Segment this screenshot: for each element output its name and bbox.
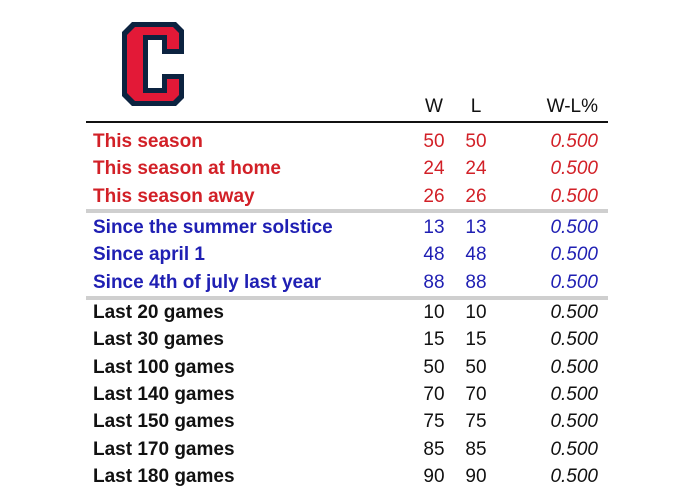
row-losses: 75 <box>465 411 487 433</box>
column-header-win-pct: W-L% <box>546 96 598 117</box>
row-label: Since 4th of july last year <box>93 271 322 293</box>
row-win-pct: 0.500 <box>550 217 598 238</box>
row-win-pct: 0.500 <box>550 411 598 433</box>
row-wins: 50 <box>423 131 445 152</box>
row-win-pct: 0.500 <box>550 271 598 293</box>
table-row: This season at home 24 24 0.500 <box>0 156 700 183</box>
row-losses: 48 <box>465 244 487 266</box>
row-label: Last 180 games <box>93 465 235 487</box>
cleveland-c-logo <box>122 22 184 106</box>
row-label: This season <box>93 131 203 152</box>
table-row: Last 140 games 70 70 0.500 <box>0 382 700 409</box>
table-row: This season away 26 26 0.500 <box>0 184 700 211</box>
row-win-pct: 0.500 <box>550 185 598 207</box>
column-header-losses: L <box>470 96 482 117</box>
row-label: Since the summer solstice <box>93 217 333 238</box>
row-losses: 24 <box>465 158 487 180</box>
row-losses: 85 <box>465 438 487 460</box>
row-win-pct: 0.500 <box>550 356 598 378</box>
row-losses: 70 <box>465 383 487 405</box>
row-wins: 70 <box>423 383 445 405</box>
table-row: Since april 1 48 48 0.500 <box>0 242 700 269</box>
row-losses: 13 <box>465 217 487 238</box>
row-wins: 13 <box>423 217 445 238</box>
table-row: Last 30 games 15 15 0.500 <box>0 327 700 354</box>
table-row: Last 100 games 50 50 0.500 <box>0 355 700 382</box>
table-row: Last 20 games 10 10 0.500 <box>0 300 700 327</box>
table-row: This season 50 50 0.500 <box>0 129 700 156</box>
row-win-pct: 0.500 <box>550 383 598 405</box>
row-wins: 50 <box>423 356 445 378</box>
row-win-pct: 0.500 <box>550 131 598 152</box>
row-losses: 10 <box>465 302 487 323</box>
table-row: Last 150 games 75 75 0.500 <box>0 409 700 436</box>
row-label: Last 150 games <box>93 411 235 433</box>
row-label: Last 140 games <box>93 383 235 405</box>
row-losses: 90 <box>465 465 487 487</box>
row-label: Since april 1 <box>93 244 205 266</box>
row-wins: 90 <box>423 465 445 487</box>
row-losses: 15 <box>465 329 487 351</box>
group-divider <box>86 209 608 213</box>
row-wins: 10 <box>423 302 445 323</box>
row-win-pct: 0.500 <box>550 158 598 180</box>
row-win-pct: 0.500 <box>550 438 598 460</box>
table-row: Since 4th of july last year 88 88 0.500 <box>0 270 700 297</box>
row-wins: 85 <box>423 438 445 460</box>
row-win-pct: 0.500 <box>550 244 598 266</box>
table-row: Last 180 games 90 90 0.500 <box>0 464 700 491</box>
row-label: Last 100 games <box>93 356 235 378</box>
group-divider <box>86 296 608 300</box>
row-label: This season away <box>93 185 255 207</box>
row-losses: 26 <box>465 185 487 207</box>
row-losses: 88 <box>465 271 487 293</box>
row-wins: 24 <box>423 158 445 180</box>
row-win-pct: 0.500 <box>550 302 598 323</box>
table-row: Since the summer solstice 13 13 0.500 <box>0 215 700 242</box>
row-win-pct: 0.500 <box>550 329 598 351</box>
row-label: Last 20 games <box>93 302 224 323</box>
row-label: This season at home <box>93 158 281 180</box>
logo-fill <box>127 27 179 101</box>
row-wins: 26 <box>423 185 445 207</box>
row-wins: 15 <box>423 329 445 351</box>
row-label: Last 30 games <box>93 329 224 351</box>
table-row: Last 170 games 85 85 0.500 <box>0 437 700 464</box>
header-divider <box>86 121 608 123</box>
row-label: Last 170 games <box>93 438 235 460</box>
row-win-pct: 0.500 <box>550 465 598 487</box>
row-losses: 50 <box>465 356 487 378</box>
row-losses: 50 <box>465 131 487 152</box>
column-header-wins: W <box>425 96 443 117</box>
row-wins: 75 <box>423 411 445 433</box>
row-wins: 48 <box>423 244 445 266</box>
row-wins: 88 <box>423 271 445 293</box>
